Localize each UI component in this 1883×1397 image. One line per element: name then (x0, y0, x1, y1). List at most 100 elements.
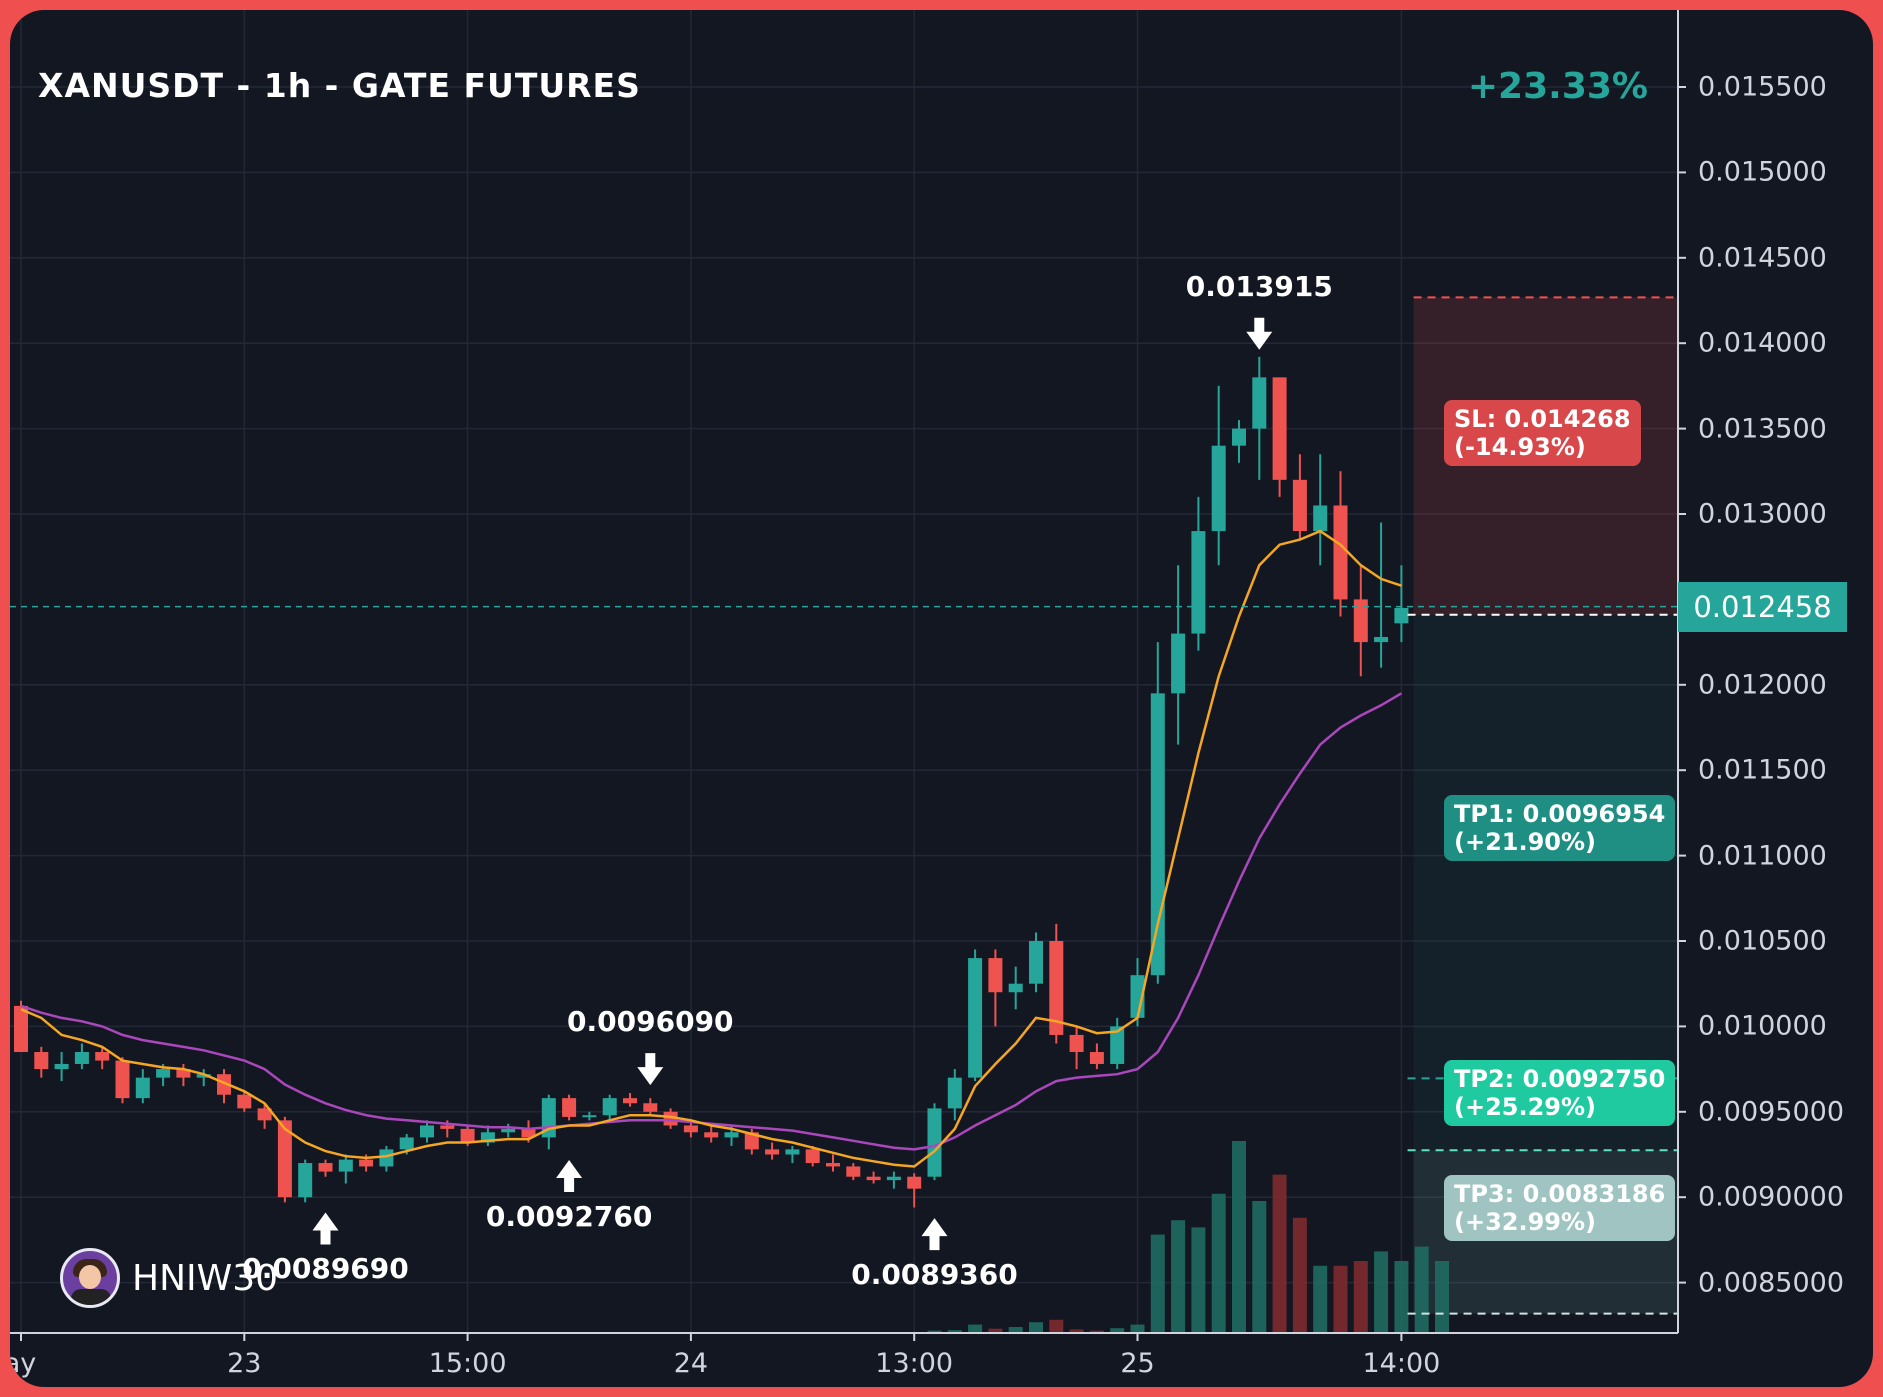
candle (277, 1116, 292, 1203)
time-tick-label: 24 (673, 1348, 709, 1379)
volume-bar (927, 1330, 942, 1333)
take-profit-3-label: TP3: 0.0083186 (+32.99%) (1444, 1175, 1676, 1241)
candle (379, 1145, 394, 1172)
candle-body (1333, 505, 1348, 600)
candle (420, 1120, 434, 1143)
candle (257, 1103, 272, 1129)
volume-bar (1394, 1261, 1409, 1333)
price-tick-label: 0.014500 (1698, 242, 1827, 274)
tp2-value: TP2: 0.0092750 (1454, 1065, 1666, 1093)
candle-body (359, 1159, 374, 1167)
candle (541, 1094, 556, 1150)
candle-body (1191, 531, 1206, 634)
candle (1069, 1026, 1084, 1070)
time-tick-label: ay (10, 1348, 37, 1379)
candle-body (115, 1060, 130, 1099)
ema-fast-line (20, 529, 1402, 1168)
candle (1110, 1017, 1125, 1070)
volume-bar (1292, 1217, 1307, 1333)
stop-loss-percent: (-14.93%) (1454, 433, 1586, 461)
candle-body (988, 958, 1003, 993)
volume-bar (1008, 1327, 1023, 1333)
candle-body (1029, 941, 1043, 984)
arrow-down-icon (1246, 317, 1273, 350)
tp2-percent: (+25.29%) (1454, 1093, 1597, 1121)
candle-body (623, 1098, 637, 1104)
volume-bar (1252, 1201, 1267, 1333)
price-tick-label: 0.013000 (1698, 498, 1827, 530)
candle (968, 949, 983, 1082)
candle (1089, 1043, 1104, 1070)
candle-body (298, 1163, 313, 1198)
annotation-low-label: 0.0089360 (851, 1258, 1018, 1292)
candle-body (277, 1120, 292, 1198)
candle-body (237, 1094, 252, 1109)
volume-bar (1333, 1265, 1348, 1333)
candle (237, 1091, 252, 1112)
arrow-up-icon (312, 1212, 339, 1245)
time-tick-label: 13:00 (875, 1348, 954, 1379)
volume-bar (1171, 1220, 1186, 1333)
candle (338, 1154, 353, 1184)
volume-bar (1110, 1328, 1125, 1333)
price-tick-label: 0.014000 (1698, 327, 1827, 359)
take-profit-2-label: TP2: 0.0092750 (+25.29%) (1444, 1060, 1676, 1126)
candle (74, 1043, 89, 1070)
candle-body (74, 1052, 89, 1064)
tp3-percent: (+32.99%) (1454, 1208, 1597, 1236)
time-tick-label: 14:00 (1362, 1348, 1441, 1379)
candle-body (480, 1132, 495, 1143)
candle (1171, 565, 1186, 745)
candle-body (846, 1166, 861, 1177)
candle-body (765, 1149, 780, 1155)
candle (582, 1111, 597, 1121)
candle (54, 1052, 69, 1082)
volume-bar (988, 1328, 1003, 1333)
candle-body (440, 1125, 455, 1129)
volume-bar (1353, 1261, 1368, 1333)
volume-bar (1069, 1329, 1084, 1333)
candle-body (1150, 693, 1165, 976)
candle-body (1353, 599, 1368, 643)
candle (1252, 356, 1267, 480)
ema-slow-line (20, 692, 1403, 1151)
current-price-tag: 0.012458 (1678, 581, 1847, 632)
candle-body (95, 1052, 110, 1061)
candle (643, 1098, 658, 1116)
price-chart[interactable] (10, 10, 1873, 1387)
candle (663, 1108, 678, 1129)
volume-bar (1029, 1322, 1043, 1333)
volume-bar (1150, 1234, 1165, 1333)
candle (866, 1171, 881, 1184)
volume-bar (1272, 1174, 1287, 1333)
candle-body (420, 1125, 434, 1138)
candle-body (907, 1176, 922, 1189)
candle (1191, 496, 1206, 651)
annotation-arrows (312, 317, 1273, 1251)
candle (988, 949, 1003, 1027)
chart-frame: XANUSDT - 1h - GATE FUTURES +23.33% 0.01… (10, 10, 1873, 1387)
volume-bar (1374, 1251, 1389, 1333)
candle (1211, 385, 1226, 566)
candle-body (460, 1128, 475, 1143)
candle-body (521, 1128, 536, 1138)
candle-body (1089, 1052, 1104, 1064)
price-tick-label: 0.015000 (1698, 156, 1827, 188)
candle (1313, 454, 1328, 566)
candle-body (1394, 607, 1409, 624)
candle-body (744, 1132, 759, 1150)
candle (480, 1125, 495, 1146)
volume-bar (1232, 1141, 1246, 1333)
candle-body (1211, 445, 1226, 532)
candle (298, 1159, 313, 1203)
price-tick-label: 0.0090000 (1698, 1181, 1845, 1213)
candle (1353, 565, 1368, 677)
stop-loss-label: SL: 0.014268 (-14.93%) (1444, 400, 1641, 466)
candle (846, 1163, 861, 1181)
volume-bar (1049, 1319, 1064, 1333)
candle (704, 1125, 719, 1143)
brand-badge: HNIW30 (60, 1248, 278, 1308)
candle (826, 1154, 840, 1172)
candle (1292, 454, 1307, 540)
candle-body (338, 1159, 353, 1172)
